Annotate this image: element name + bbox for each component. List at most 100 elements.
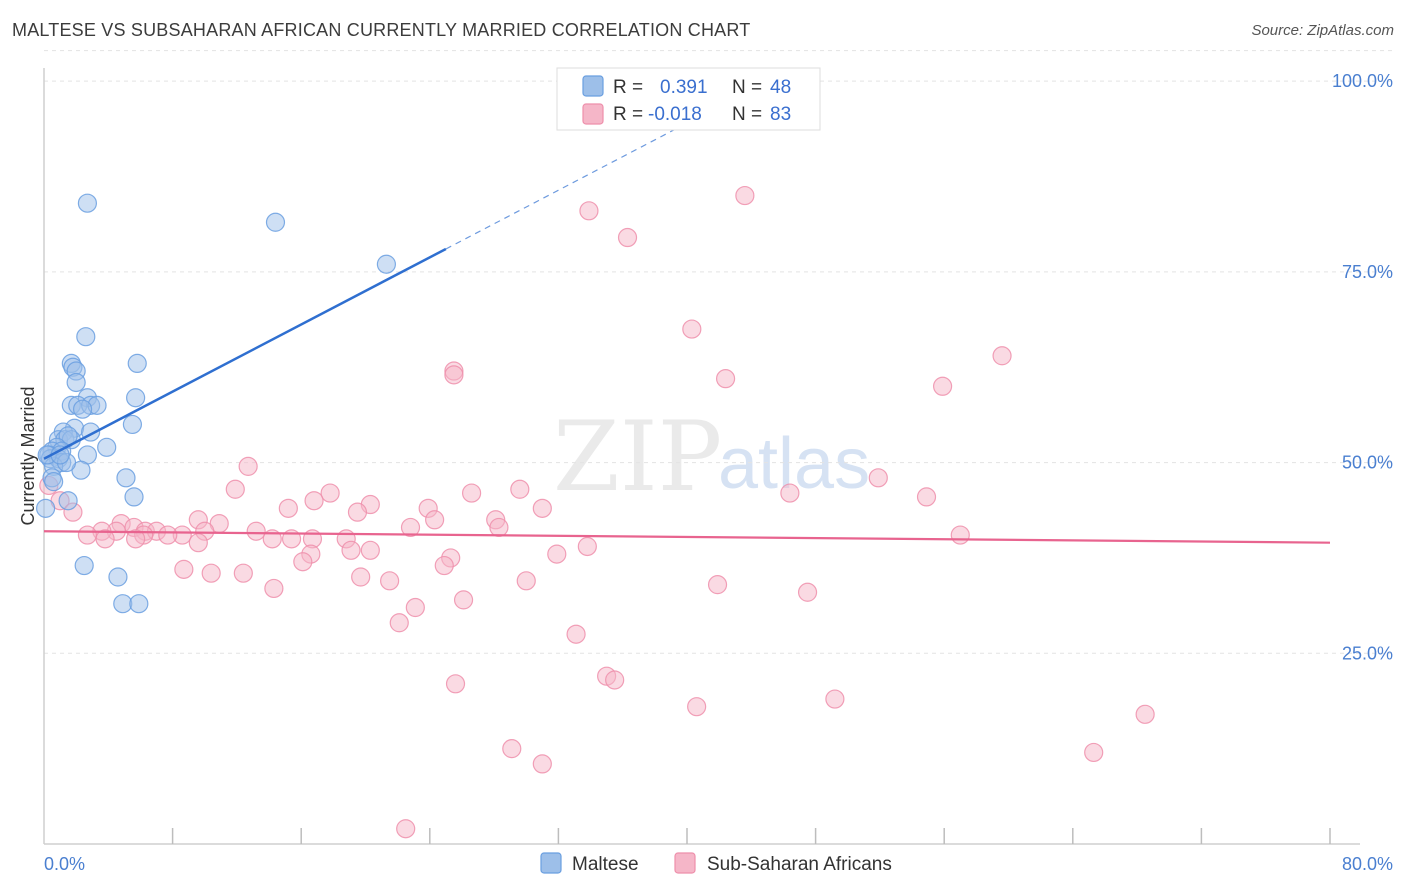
subsaharan-point xyxy=(950,525,970,545)
subsaharan-point xyxy=(932,376,953,396)
watermark-zip: ZIP xyxy=(553,401,722,513)
source-label: Source: ZipAtlas.com xyxy=(1251,22,1394,39)
subsaharan-point xyxy=(461,483,482,503)
subsaharan-point xyxy=(516,571,536,591)
maltese-point xyxy=(113,594,133,614)
subsaharan-point xyxy=(1135,704,1155,724)
y-axis-title: Currently Married xyxy=(18,386,38,525)
subsaharan-point xyxy=(405,597,425,618)
subsaharan-point xyxy=(579,201,599,221)
subsaharan-point xyxy=(389,613,409,633)
legend-bottom-label-maltese: Maltese xyxy=(572,854,639,875)
maltese-point xyxy=(124,487,144,507)
subsaharan-point xyxy=(425,510,445,530)
subsaharan-point xyxy=(489,517,509,538)
x-tick-label-min: 0.0% xyxy=(44,854,85,874)
subsaharan-point xyxy=(715,369,736,389)
y-tick-label: 100.0% xyxy=(1332,71,1393,91)
maltese-point xyxy=(122,414,143,435)
subsaharan-point xyxy=(347,502,368,522)
maltese-point xyxy=(44,472,64,492)
subsaharan-point xyxy=(735,185,755,206)
watermark: ZIP atlas xyxy=(553,401,870,513)
subsaharan-point xyxy=(278,498,298,518)
maltese-point xyxy=(97,437,117,457)
legend-n-label-1: N = xyxy=(732,77,762,98)
maltese-point xyxy=(77,193,98,213)
maltese-point xyxy=(66,372,86,393)
maltese-point xyxy=(36,498,56,518)
subsaharan-point xyxy=(916,487,937,507)
subsaharan-point xyxy=(453,590,474,610)
subsaharan-point xyxy=(687,697,707,717)
maltese-point xyxy=(127,353,147,373)
subsaharan-point xyxy=(351,567,371,587)
y-tick-label: 50.0% xyxy=(1342,453,1393,473)
subsaharan-point xyxy=(510,479,530,499)
maltese-point xyxy=(116,468,136,488)
subsaharan-point xyxy=(825,689,845,709)
legend-n-label-2: N = xyxy=(732,104,762,125)
legend-swatch-maltese xyxy=(582,75,604,97)
subsaharan-point xyxy=(233,563,253,583)
subsaharan-point xyxy=(201,563,221,583)
subsaharan-point xyxy=(1084,742,1104,763)
legend-top: R = 0.391 N = 48 R = -0.018 N = 83 xyxy=(556,67,821,131)
subsaharan-point xyxy=(400,517,421,538)
subsaharan-point xyxy=(682,319,702,339)
subsaharan-point xyxy=(617,227,638,248)
subsaharan-point xyxy=(126,529,146,549)
maltese-point xyxy=(72,399,93,419)
series-maltese-points xyxy=(36,193,396,614)
maltese-point xyxy=(265,212,286,232)
subsaharan-point xyxy=(380,571,400,591)
subsaharan-point xyxy=(532,498,552,518)
subsaharan-point xyxy=(396,819,416,839)
maltese-point xyxy=(126,388,146,408)
maltese-trend-line xyxy=(43,247,447,460)
legend-r-label-2: R = xyxy=(613,104,643,125)
y-tick-labels: 25.0% 50.0% 75.0% 100.0% xyxy=(1332,71,1393,663)
subsaharan-point xyxy=(445,674,466,694)
subsaharan-point xyxy=(264,578,284,599)
maltese-point xyxy=(76,327,96,347)
legend-r-label-1: R = xyxy=(613,77,643,98)
legend-bottom-swatch-subsaharan xyxy=(674,852,696,874)
subsaharan-point xyxy=(444,365,464,385)
subsaharan-point xyxy=(320,483,340,503)
y-tick-label: 75.0% xyxy=(1342,262,1393,282)
legend-bottom: Maltese Sub-Saharan Africans xyxy=(540,852,892,875)
subsaharan-point xyxy=(434,555,454,576)
subsaharan-point xyxy=(341,540,361,560)
subsaharan-point xyxy=(707,575,728,595)
maltese-point xyxy=(58,491,78,511)
subsaharan-point xyxy=(188,533,208,553)
subsaharan-point xyxy=(566,624,586,644)
subsaharan-point xyxy=(797,582,818,602)
x-tick-marks xyxy=(171,828,1331,844)
legend-bottom-swatch-maltese xyxy=(540,852,562,874)
subsaharan-point xyxy=(547,544,567,564)
subsaharan-point xyxy=(238,456,258,476)
maltese-point xyxy=(108,567,128,587)
subsaharan-point xyxy=(868,468,888,488)
x-tick-label-max: 80.0% xyxy=(1342,854,1393,874)
subsaharan-point xyxy=(174,559,194,579)
subsaharan-point xyxy=(502,739,522,759)
legend-swatch-subsaharan xyxy=(582,103,604,125)
subsaharan-point xyxy=(605,670,625,690)
subsaharan-point xyxy=(225,479,245,499)
subsaharan-point xyxy=(77,525,98,545)
subsaharan-point xyxy=(992,346,1012,366)
maltese-point xyxy=(74,555,94,576)
subsaharan-point xyxy=(780,483,800,503)
subsaharan-point xyxy=(577,536,597,557)
subsaharan-point xyxy=(158,525,178,545)
subsaharan-point xyxy=(95,529,115,549)
subsaharan-point xyxy=(360,540,380,560)
maltese-point xyxy=(376,254,396,274)
legend-r-value-1: 0.391 xyxy=(660,77,708,98)
maltese-point xyxy=(129,594,149,614)
subsaharan-trend-line xyxy=(43,530,1331,544)
